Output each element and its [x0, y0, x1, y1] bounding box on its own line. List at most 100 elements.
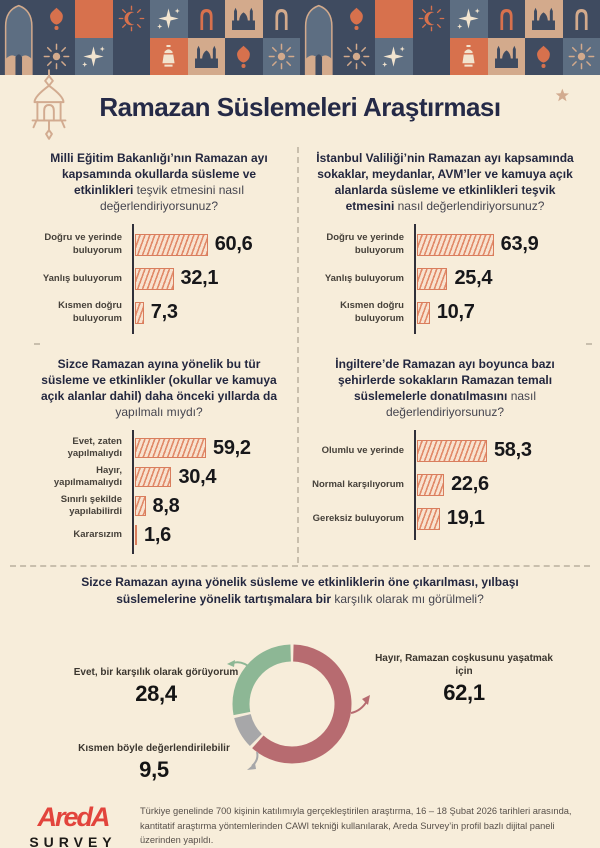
- bar-value: 1,6: [144, 523, 171, 546]
- window-icon: [562, 0, 600, 38]
- mosque-icon: [225, 0, 263, 38]
- crescent-icon: [75, 0, 113, 38]
- bar-label: Normal karşılıyorum: [312, 478, 404, 490]
- bar-row: Kısmen doğru buluyorum 10,7: [308, 296, 582, 330]
- bar: [135, 525, 137, 546]
- segment-label: Evet, bir karşılık olarak görüyorum: [73, 667, 239, 678]
- bar-value: 30,4: [178, 465, 217, 488]
- bar-chart: Doğru ve yerinde buluyorum 60,6 Yanlış b…: [26, 223, 292, 334]
- axis-line: [132, 429, 134, 554]
- bar-value: 60,6: [214, 233, 253, 256]
- lantern-icon: [450, 37, 488, 75]
- bar: [135, 438, 207, 459]
- donut-label-evet: Evet, bir karşılık olarak görüyorum 28,4: [70, 666, 242, 707]
- ornament-icon: [37, 0, 75, 38]
- chart-onceki-yillar: Sizce Ramazan ayına yönelik bu tür süsle…: [0, 345, 300, 565]
- bar-label: Kısmen doğru buluyorum: [340, 300, 404, 324]
- ornament-icon: [337, 0, 375, 38]
- bar-value: 8,8: [152, 494, 180, 517]
- donut-segment: [252, 644, 352, 764]
- crescent-icon: [412, 37, 450, 75]
- bar-row: Olumlu ve yerinde 58,3: [308, 434, 582, 468]
- bar-label: Gereksiz buluyorum: [312, 512, 404, 524]
- sunburst-icon: [262, 37, 300, 75]
- segment-label: Hayır, Ramazan coşkusunu yaşatmak için: [375, 653, 553, 677]
- donut-section: Sizce Ramazan ayına yönelik süsleme ve e…: [0, 574, 600, 790]
- bar: [135, 496, 146, 517]
- sunmoon-icon: [112, 0, 150, 38]
- gray-arrow-icon: [247, 751, 259, 770]
- bar: [135, 467, 172, 488]
- donut-chart: [232, 644, 352, 764]
- axis-line: [132, 223, 134, 334]
- bar: [417, 473, 445, 496]
- page-title: Ramazan Süslemeleri Araştırması: [99, 91, 501, 122]
- donut-label-hayir: Hayır, Ramazan coşkusunu yaşatmak için 6…: [366, 652, 562, 706]
- bar-row: Gereksiz buluyorum 19,1: [308, 502, 582, 536]
- bar-value: 63,9: [500, 233, 539, 256]
- sunburst-icon: [562, 37, 600, 75]
- sunburst-icon: [337, 37, 375, 75]
- segment-value: 9,5: [139, 757, 169, 782]
- donut-segment: [234, 713, 263, 747]
- bar: [417, 267, 448, 290]
- bar-row: Kararsızım 1,6: [26, 521, 292, 550]
- crescent-star-icon: [532, 82, 569, 132]
- donut-segment: [232, 644, 292, 716]
- window-icon: [262, 0, 300, 38]
- bar-label: Doğru ve yerinde buluyorum: [326, 232, 404, 256]
- bar-row: Sınırlı şekilde yapılabilirdi 8,8: [26, 492, 292, 521]
- lantern-icon: [31, 69, 67, 140]
- vertical-divider: [297, 147, 299, 563]
- bar-value: 10,7: [436, 301, 475, 324]
- donut-title: Sizce Ramazan ayına yönelik süsleme ve e…: [81, 575, 519, 606]
- bar: [135, 233, 208, 256]
- axis-line: [414, 223, 416, 334]
- chart-meb: Milli Eğitim Bakanlığı’nın Ramazan ayı k…: [0, 139, 300, 345]
- brand-name: AredA: [37, 802, 110, 832]
- bar: [135, 267, 174, 290]
- charts-grid: Milli Eğitim Bakanlığı’nın Ramazan ayı k…: [0, 139, 600, 565]
- bar-value: 58,3: [493, 439, 532, 462]
- sparkle-icon: [75, 37, 113, 75]
- chart-title: Milli Eğitim Bakanlığı’nın Ramazan ayı k…: [50, 151, 268, 213]
- mosque-icon: [487, 37, 525, 75]
- bar-label: Olumlu ve yerinde: [321, 444, 404, 456]
- bar-label: Doğru ve yerinde buluyorum: [44, 232, 122, 256]
- bar: [135, 301, 144, 324]
- chart-title: İstanbul Valiliği’nin Ramazan ayı kapsam…: [316, 151, 574, 213]
- sunburst-icon: [37, 37, 75, 75]
- bar-row: Evet, zaten yapılmalıydı 59,2: [26, 434, 292, 463]
- bar-row: Hayır, yapılmamalıydı 30,4: [26, 463, 292, 492]
- window-icon: [487, 0, 525, 38]
- crescent-icon: [375, 0, 413, 38]
- horizontal-divider: [10, 565, 590, 567]
- decorative-border: [0, 0, 600, 75]
- bar-value: 32,1: [180, 267, 219, 290]
- window-icon: [187, 0, 225, 38]
- donut-label-kismen: Kısmen böyle değerlendirilebilir 9,5: [72, 742, 236, 783]
- sparkle-icon: [150, 0, 188, 38]
- sparkle-icon: [375, 37, 413, 75]
- bar: [417, 233, 494, 256]
- chart-istanbul: İstanbul Valiliği’nin Ramazan ayı kapsam…: [300, 139, 600, 345]
- lantern-icon: [150, 37, 188, 75]
- bar-chart: Doğru ve yerinde buluyorum 63,9 Yanlış b…: [308, 223, 582, 334]
- bar-label: Yanlış buluyorum: [42, 272, 122, 284]
- rose-arrow-icon: [350, 695, 370, 714]
- methodology-note: Türkiye genelinde 700 kişinin katılımıyl…: [140, 806, 572, 846]
- bar-row: Doğru ve yerinde buluyorum 60,6: [26, 228, 292, 262]
- segment-value: 62,1: [443, 680, 485, 705]
- bar-label: Kararsızım: [73, 529, 122, 541]
- bar-value: 22,6: [451, 473, 489, 496]
- sparkle-icon: [450, 0, 488, 38]
- mosque-icon: [525, 0, 563, 38]
- mosque-icon: [187, 37, 225, 75]
- segment-label: Kısmen böyle değerlendirilebilir: [78, 743, 230, 754]
- bar-label: Kısmen doğru buluyorum: [58, 300, 122, 324]
- bar-value: 59,2: [213, 436, 251, 459]
- edge-dash-right: [586, 343, 592, 345]
- arch-mosque-icon: [0, 0, 38, 75]
- bar-row: Normal karşılıyorum 22,6: [308, 468, 582, 502]
